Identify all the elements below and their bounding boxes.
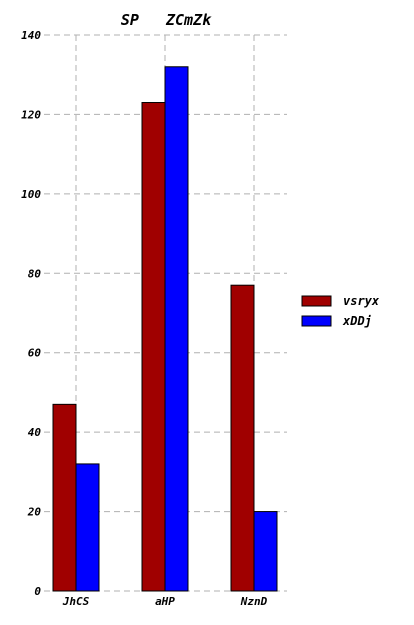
legend-label-vsryx: vsryx <box>343 294 380 308</box>
y-tick-label: 0 <box>34 585 41 598</box>
legend-label-xDDj: xDDj <box>342 314 372 328</box>
y-tick-label: 20 <box>27 506 42 519</box>
y-tick-label: 60 <box>28 347 42 360</box>
legend: vsryx xDDj <box>301 294 380 328</box>
y-tick-label: 80 <box>28 267 42 280</box>
y-tick-label: 100 <box>21 188 41 201</box>
bar-xDDj-NznD <box>253 511 278 592</box>
tick-labels: 0 20 40 60 80 100 120 140 JhCS aHP NznD <box>21 29 267 608</box>
y-tick-label: 120 <box>21 108 41 121</box>
x-tick-label: JhCS <box>62 595 90 608</box>
x-tick-label: NznD <box>240 595 268 608</box>
y-tick-label: 140 <box>21 29 41 42</box>
chart-title: SP ZCmZk <box>121 11 212 29</box>
legend-swatch-xDDj <box>301 315 332 327</box>
bar-vsryx-JhCS <box>52 403 77 592</box>
bar-xDDj-aHP <box>164 66 189 592</box>
y-tick-label: 40 <box>28 426 42 439</box>
legend-swatch-vsryx <box>301 295 332 307</box>
bar-vsryx-aHP <box>141 102 166 592</box>
x-tick-label: aHP <box>155 595 175 608</box>
bar-vsryx-NznD <box>230 284 255 592</box>
bars <box>52 66 278 592</box>
bar-xDDj-JhCS <box>75 463 100 592</box>
